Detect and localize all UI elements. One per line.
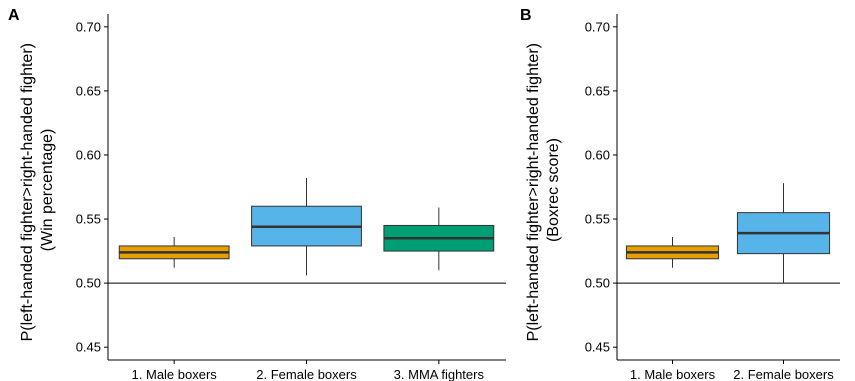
panel-label: A xyxy=(8,7,20,24)
y-axis: 0.45 0.50 0.55 0.60 0.65 0.70 xyxy=(585,14,618,360)
x-tick-label: 1. Male boxers xyxy=(630,367,716,381)
panel-a: A P(left-handed fighter>right-handed fig… xyxy=(8,7,506,381)
y-tick-label: 0.50 xyxy=(585,276,610,291)
y-tick-label: 0.70 xyxy=(76,19,101,34)
box-2 xyxy=(251,178,362,276)
y-axis-label-line-2: (Boxrec score) xyxy=(545,138,562,242)
box-1 xyxy=(625,236,720,268)
y-axis-label: P(left-handed fighter>right-handed fight… xyxy=(525,39,562,342)
y-tick-label: 0.45 xyxy=(585,340,610,355)
x-tick-label: 3. MMA fighters xyxy=(394,367,485,381)
box-2 xyxy=(736,183,831,284)
y-tick-label: 0.55 xyxy=(76,212,101,227)
x-tick-label: 1. Male boxers xyxy=(132,367,218,381)
y-axis-label: P(left-handed fighter>right-handed fight… xyxy=(19,39,56,342)
y-tick-label: 0.60 xyxy=(76,147,101,162)
box-1 xyxy=(118,236,230,268)
box-group xyxy=(118,178,495,276)
x-axis: 1. Male boxers 2. Female boxers 3. MMA fig… xyxy=(108,359,506,381)
y-tick-label: 0.70 xyxy=(585,19,610,34)
x-axis: 1. Male boxers 2. Female boxers xyxy=(617,359,840,381)
box-3 xyxy=(383,207,495,271)
y-axis-label-line-1: P(left-handed fighter>right-handed fight… xyxy=(19,43,36,341)
panel-b: B P(left-handed fighter>right-handed fig… xyxy=(520,7,840,381)
x-tick-label: 2. Female boxers xyxy=(733,367,834,381)
y-axis: 0.45 0.50 0.55 0.60 0.65 0.70 xyxy=(76,14,109,360)
panel-label: B xyxy=(520,7,532,24)
box-group xyxy=(625,183,831,284)
y-axis-label-line-1: P(left-handed fighter>right-handed fight… xyxy=(525,43,542,341)
y-axis-label-line-2: (Win percentage) xyxy=(39,129,56,252)
y-tick-label: 0.55 xyxy=(585,212,610,227)
y-tick-label: 0.50 xyxy=(76,276,101,291)
y-tick-label: 0.45 xyxy=(76,340,101,355)
y-tick-label: 0.60 xyxy=(585,147,610,162)
y-tick-label: 0.65 xyxy=(76,83,101,98)
x-tick-label: 2. Female boxers xyxy=(256,367,357,381)
y-tick-label: 0.65 xyxy=(585,83,610,98)
